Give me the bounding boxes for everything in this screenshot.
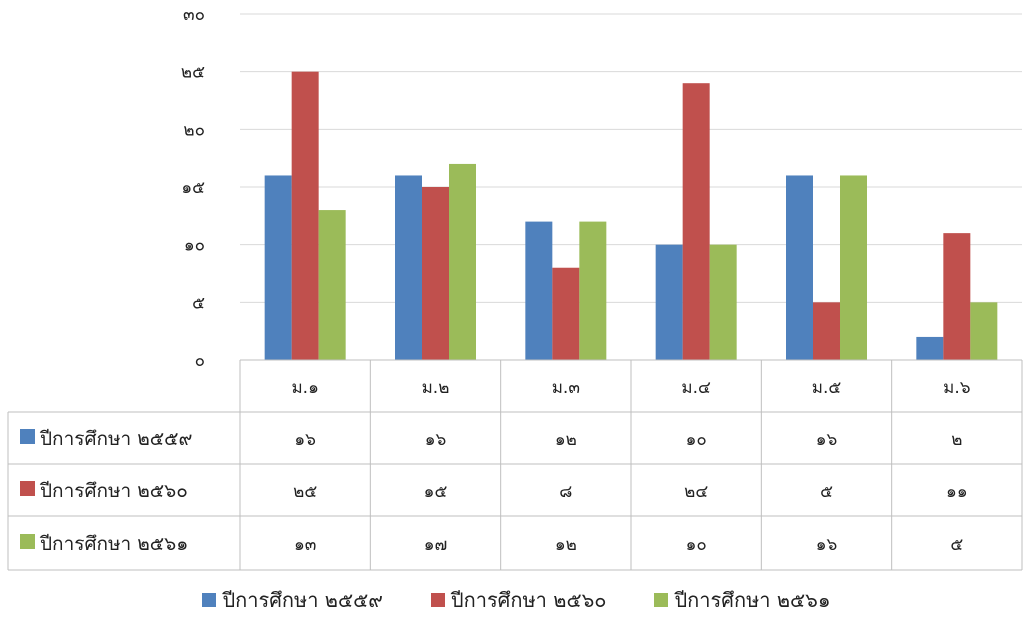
bar bbox=[552, 267, 580, 360]
table-cell: ๑๗ bbox=[424, 535, 448, 555]
legend: ปีการศึกษา ๒๕๕๙ ปีการศึกษา ๒๕๖๐ ปีการศึกษา… bbox=[0, 584, 1033, 616]
bar bbox=[291, 71, 319, 361]
category-label: ม.๕ bbox=[812, 378, 842, 398]
category-label: ม.๒ bbox=[422, 378, 450, 398]
y-tick-label: ๕ bbox=[192, 293, 205, 313]
table-legend-swatch bbox=[20, 429, 35, 444]
table-cell: ๑๓ bbox=[294, 535, 316, 555]
bar bbox=[655, 244, 683, 360]
legend-label: ปีการศึกษา ๒๕๖๑ bbox=[674, 588, 831, 612]
y-tick-label: ๐ bbox=[195, 351, 205, 371]
bar bbox=[943, 233, 971, 360]
bar bbox=[264, 175, 292, 360]
table-cell: ๒๔ bbox=[684, 482, 708, 502]
table-row-label: ปีการศึกษา ๒๕๖๑ bbox=[39, 533, 188, 555]
bar bbox=[786, 175, 813, 360]
table-legend-swatch bbox=[20, 534, 35, 549]
table-cell: ๑๖ bbox=[816, 535, 838, 555]
bar bbox=[840, 175, 867, 360]
table-cell: ๘ bbox=[559, 482, 572, 502]
y-tick-label: ๒๐ bbox=[183, 120, 205, 140]
category-label: ม.๖ bbox=[943, 378, 970, 398]
table-legend-swatch bbox=[20, 481, 35, 496]
table-cell: ๒ bbox=[951, 430, 962, 450]
bar bbox=[525, 221, 553, 360]
table-cell: ๑๕ bbox=[424, 482, 448, 502]
bar bbox=[449, 163, 476, 360]
y-tick-label: ๓๐ bbox=[183, 5, 205, 25]
legend-item: ปีการศึกษา ๒๕๖๐ bbox=[430, 584, 607, 616]
bar bbox=[709, 244, 737, 360]
bars bbox=[264, 71, 998, 361]
category-label: ม.๔ bbox=[681, 378, 711, 398]
y-tick-label: ๒๕ bbox=[181, 63, 205, 83]
bar bbox=[579, 221, 607, 360]
table-row-label: ปีการศึกษา ๒๕๖๐ bbox=[39, 480, 188, 502]
table-cell: ๑๖ bbox=[425, 430, 447, 450]
legend-swatch bbox=[202, 593, 217, 607]
bar bbox=[813, 302, 840, 360]
legend-item: ปีการศึกษา ๒๕๕๙ bbox=[202, 584, 383, 616]
table-cell: ๑๒ bbox=[555, 430, 577, 450]
bar bbox=[422, 187, 449, 360]
y-tick-label: ๑๕ bbox=[181, 178, 205, 198]
table-cell: ๑๖ bbox=[816, 430, 838, 450]
bar bbox=[970, 302, 998, 360]
y-axis-ticks: ๐ ๕ ๑๐ ๑๕ ๒๐ ๒๕ ๓๐ bbox=[181, 5, 205, 371]
bar bbox=[682, 83, 710, 360]
gridlines bbox=[240, 13, 1022, 303]
table-cell: ๕ bbox=[950, 535, 963, 555]
table-cell: ๒๕ bbox=[293, 482, 317, 502]
bar bbox=[318, 210, 346, 360]
legend-label: ปีการศึกษา ๒๕๕๙ bbox=[222, 588, 383, 612]
bar bbox=[395, 175, 422, 360]
legend-item: ปีการศึกษา ๒๕๖๑ bbox=[654, 584, 831, 616]
data-table: ม.๑ ม.๒ ม.๓ ม.๔ ม.๕ ม.๖ปีการศึกษา ๒๕๕๙ ๑๖ ๑๖ ๑๒๑… bbox=[7, 359, 1023, 571]
category-label: ม.๑ bbox=[291, 378, 318, 398]
table-cell: ๑๑ bbox=[946, 482, 968, 502]
legend-label: ปีการศึกษา ๒๕๖๐ bbox=[450, 588, 607, 612]
table-row-label: ปีการศึกษา ๒๕๕๙ bbox=[39, 428, 192, 450]
table-cell: ๑๐ bbox=[686, 430, 707, 450]
table-cell: ๕ bbox=[820, 482, 833, 502]
category-label: ม.๓ bbox=[552, 378, 580, 398]
legend-swatch bbox=[654, 593, 669, 607]
table-cell: ๑๐ bbox=[686, 535, 707, 555]
bar bbox=[916, 336, 944, 360]
table-cell: ๑๒ bbox=[555, 535, 577, 555]
table-cell: ๑๖ bbox=[294, 430, 316, 450]
legend-swatch bbox=[430, 593, 445, 607]
y-tick-label: ๑๐ bbox=[184, 236, 205, 256]
